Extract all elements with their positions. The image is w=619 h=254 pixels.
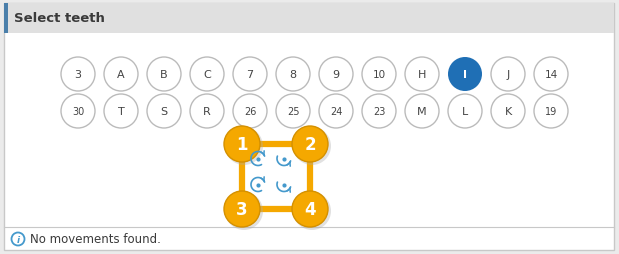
Text: 7: 7	[246, 70, 254, 80]
Circle shape	[319, 95, 353, 129]
Circle shape	[224, 191, 260, 227]
Circle shape	[491, 58, 525, 92]
Circle shape	[405, 95, 439, 129]
Circle shape	[448, 58, 482, 92]
Circle shape	[292, 126, 328, 162]
Circle shape	[225, 192, 263, 230]
Circle shape	[362, 95, 396, 129]
Text: R: R	[203, 107, 211, 117]
Text: C: C	[203, 70, 211, 80]
Text: 26: 26	[244, 107, 256, 117]
Circle shape	[147, 95, 181, 129]
Text: 14: 14	[544, 70, 558, 80]
Circle shape	[319, 58, 353, 92]
Text: 1: 1	[236, 135, 248, 153]
Bar	[242, 145, 310, 209]
Text: A: A	[117, 70, 125, 80]
Text: 3: 3	[236, 200, 248, 218]
Circle shape	[61, 58, 95, 92]
Circle shape	[276, 95, 310, 129]
Circle shape	[147, 58, 181, 92]
Text: I: I	[463, 70, 467, 80]
Circle shape	[362, 58, 396, 92]
Circle shape	[190, 95, 224, 129]
Text: Select teeth: Select teeth	[14, 12, 105, 25]
Text: 24: 24	[330, 107, 342, 117]
Circle shape	[61, 95, 95, 129]
Circle shape	[448, 95, 482, 129]
Text: T: T	[118, 107, 124, 117]
Circle shape	[233, 95, 267, 129]
Circle shape	[534, 95, 568, 129]
Text: 30: 30	[72, 107, 84, 117]
Text: H: H	[418, 70, 426, 80]
Circle shape	[293, 128, 331, 165]
Text: B: B	[160, 70, 168, 80]
Text: 4: 4	[304, 200, 316, 218]
Text: No movements found.: No movements found.	[30, 233, 161, 246]
Circle shape	[276, 58, 310, 92]
Bar	[4, 4, 8, 34]
Text: 19: 19	[545, 107, 557, 117]
Text: 25: 25	[287, 107, 299, 117]
Text: 10: 10	[373, 70, 386, 80]
Circle shape	[190, 58, 224, 92]
Circle shape	[534, 58, 568, 92]
Circle shape	[233, 58, 267, 92]
Text: S: S	[160, 107, 168, 117]
Bar	[4, 4, 614, 34]
Text: 8: 8	[290, 70, 297, 80]
Circle shape	[104, 95, 138, 129]
Circle shape	[292, 191, 328, 227]
Text: J: J	[506, 70, 509, 80]
Text: L: L	[462, 107, 468, 117]
Circle shape	[491, 95, 525, 129]
Text: i: i	[17, 235, 20, 244]
Text: 23: 23	[373, 107, 385, 117]
Text: K: K	[504, 107, 512, 117]
Text: M: M	[417, 107, 427, 117]
Text: 9: 9	[332, 70, 340, 80]
Circle shape	[293, 192, 331, 230]
Text: 3: 3	[74, 70, 82, 80]
Circle shape	[104, 58, 138, 92]
Circle shape	[225, 128, 263, 165]
Circle shape	[405, 58, 439, 92]
Text: 2: 2	[304, 135, 316, 153]
Circle shape	[224, 126, 260, 162]
